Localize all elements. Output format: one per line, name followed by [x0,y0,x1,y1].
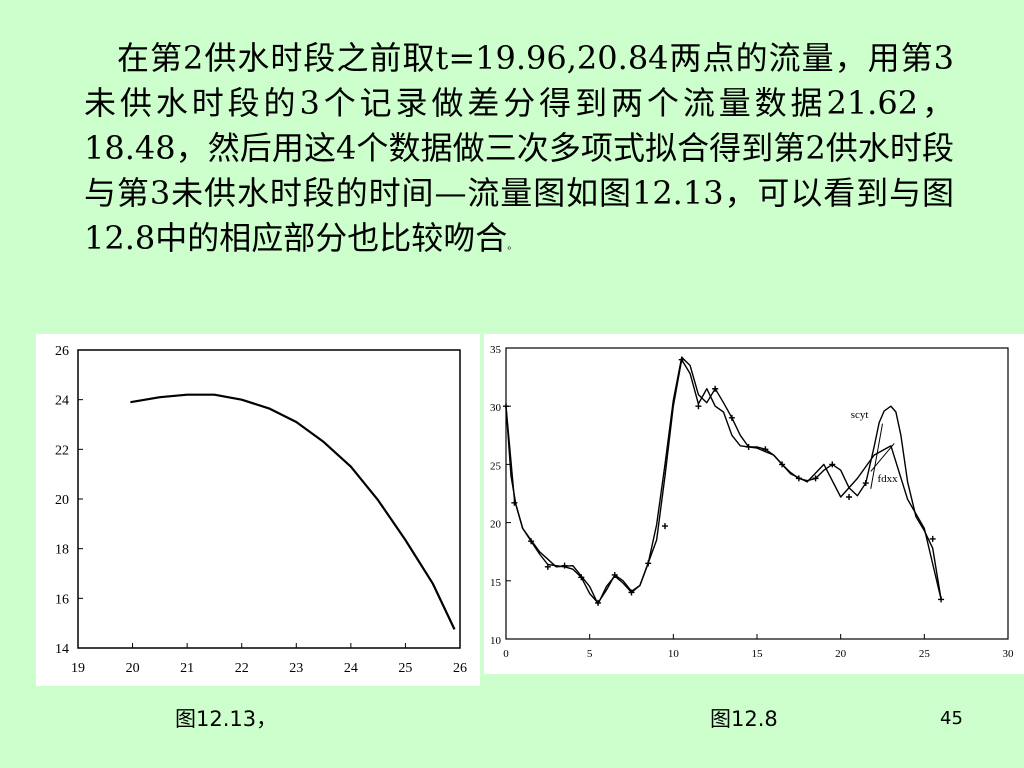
data-point-marker [628,589,635,596]
x-tick-label: 21 [180,661,194,676]
data-point-marker [645,560,652,567]
y-tick-label: 14 [55,642,69,657]
annotation-scyt: scyt [851,409,869,421]
annotation-pointer-scyt [870,423,883,489]
data-point-marker [929,535,936,542]
data-point-marker [745,443,752,450]
y-tick-label: 15 [490,577,502,589]
data-point-marker [678,356,685,363]
data-point-marker [578,574,585,581]
paragraph-end-mark: 。 [507,241,518,252]
caption-figure-12-8: 图12.8 [710,707,778,731]
x-tick-label: 0 [503,648,509,660]
annotation-pointer-fdxx [870,443,895,472]
data-point-marker [544,563,551,570]
y-tick-label: 16 [55,592,69,607]
y-tick-label: 20 [490,519,502,531]
series-line-scyt [505,356,942,604]
data-point-marker [528,538,535,545]
x-tick-label: 25 [398,661,412,676]
data-point-marker [695,403,702,410]
x-tick-label: 25 [919,648,931,660]
plot-frame [77,349,461,649]
y-tick-label: 10 [490,635,502,647]
y-tick-label: 35 [490,344,502,356]
x-tick-label: 19 [71,661,85,676]
data-point-marker [712,385,719,392]
plot-frame [505,347,1009,640]
annotation-fdxx: fdxx [877,473,898,485]
y-tick-label: 22 [55,443,69,458]
y-tick-label: 30 [490,402,502,414]
series-line-1 [130,393,456,630]
data-point-marker [795,475,802,482]
y-tick-label: 18 [55,543,69,558]
data-point-marker [503,403,509,410]
data-point-marker [846,493,853,500]
figure-12-8-chart: 0 5 10 15 20 25 30 10 15 20 25 30 35 scyt fdxx [490,344,1015,660]
paragraph: 在第2供水时段之前取t=19.96,20.84两点的流量，用第3未供水时段的3个… [84,36,954,269]
data-point-marker [812,475,819,482]
data-point-marker [595,599,602,606]
x-tick-label: 22 [235,661,249,676]
paragraph-text: 在第2供水时段之前取t=19.96,20.84两点的流量，用第3未供水时段的3个… [84,39,954,257]
x-tick-label: 26 [453,661,467,676]
y-tick-label: 24 [55,394,69,409]
x-tick-label: 15 [752,648,764,660]
x-tick-label: 24 [344,661,358,676]
figure-12-13-panel: 19 20 21 22 23 24 25 26 14 16 18 20 22 24 26 [36,334,480,686]
data-point-marker [862,480,869,487]
data-point-marker [938,596,945,603]
series-line-fdxx [505,358,942,605]
data-point-marker [511,499,518,506]
x-tick-label: 23 [289,661,303,676]
data-point-marker [611,571,618,578]
figure-12-8-panel: 0 5 10 15 20 25 30 10 15 20 25 30 35 scyt fdxx [484,334,1024,674]
x-tick-label: 10 [668,648,680,660]
x-tick-label: 20 [835,648,847,660]
figure-12-13-chart: 19 20 21 22 23 24 25 26 14 16 18 20 22 24 26 [55,344,467,676]
data-point-marker [728,414,735,421]
data-point-marker [561,562,568,569]
data-point-marker [762,446,769,453]
y-tick-label: 26 [55,344,69,359]
y-tick-label: 25 [490,460,502,472]
x-tick-label: 5 [587,648,593,660]
y-tick-label: 20 [55,493,69,508]
x-tick-label: 20 [126,661,140,676]
data-point-marker [829,461,836,468]
data-point-marker [779,461,786,468]
page-number: 45 [940,708,963,729]
data-point-marker [661,523,668,530]
x-tick-label: 30 [1003,648,1015,660]
caption-figure-12-13: 图12.13， [175,707,278,731]
